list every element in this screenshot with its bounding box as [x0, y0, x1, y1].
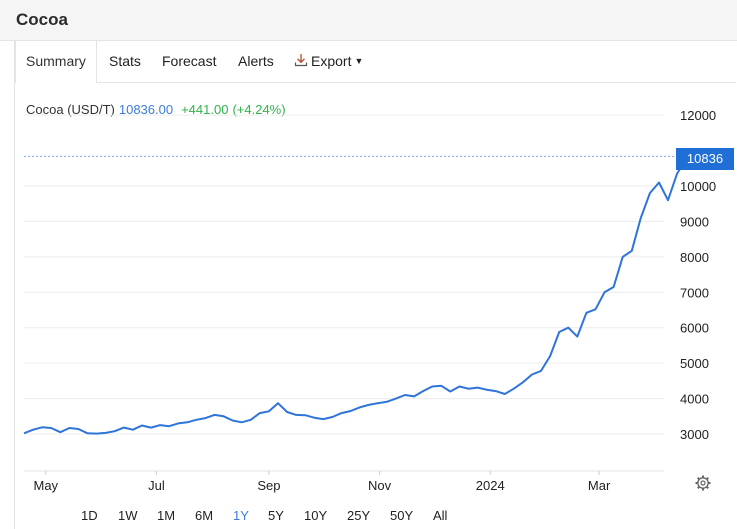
- y-tick-label: 3000: [680, 427, 709, 442]
- last-price: 10836.00: [118, 102, 174, 117]
- title-bar: Cocoa: [0, 0, 737, 41]
- tab-alerts[interactable]: Alerts: [238, 53, 274, 69]
- y-tick-label: 7000: [680, 285, 709, 300]
- range-1w-button[interactable]: 1W: [118, 508, 138, 523]
- chart-grid: [24, 114, 664, 472]
- price-change: +441.00: [181, 102, 229, 117]
- y-tick-label: 4000: [680, 392, 709, 407]
- tab-stats[interactable]: Stats: [109, 53, 141, 69]
- y-tick-label: 9000: [680, 214, 709, 229]
- x-tick-label: Nov: [368, 478, 392, 493]
- tab-forecast[interactable]: Forecast: [162, 53, 217, 69]
- x-tick-label: Mar: [588, 478, 611, 493]
- y-tick-label: 6000: [680, 321, 709, 336]
- page-title: Cocoa: [16, 10, 68, 29]
- range-selector: 1D 1W 1M 6M 1Y 5Y 10Y 25Y 50Y All: [0, 500, 737, 529]
- last-price-badge: 10836: [676, 148, 734, 170]
- caret-down-icon: ▼: [354, 56, 364, 66]
- range-1m-button[interactable]: 1M: [157, 508, 176, 523]
- price-change-percent: (+4.24%): [232, 102, 286, 117]
- range-6m-button[interactable]: 6M: [195, 508, 214, 523]
- x-axis: May Jul Sep Nov 2024 Mar: [33, 471, 611, 493]
- range-1d-button[interactable]: 1D: [81, 508, 98, 523]
- tab-export[interactable]: Export ▼: [294, 41, 363, 82]
- export-label: Export: [311, 53, 352, 69]
- x-tick-label: 2024: [476, 478, 505, 493]
- y-axis: 3000 4000 5000 6000 7000 8000 9000 10000 12000: [680, 108, 716, 442]
- y-tick-label: 12000: [680, 108, 716, 123]
- y-tick-label: 5000: [680, 356, 709, 371]
- y-tick-label: 8000: [680, 250, 709, 265]
- gear-icon[interactable]: [694, 474, 712, 492]
- tab-summary[interactable]: Summary: [15, 41, 97, 83]
- series-line: [23, 155, 689, 435]
- download-icon: [294, 42, 308, 82]
- range-50y-button[interactable]: 50Y: [390, 508, 414, 523]
- y-tick-label: 10000: [680, 179, 716, 194]
- range-25y-button[interactable]: 25Y: [347, 508, 371, 523]
- tab-bar: Summary Stats Forecast Alerts Export ▼: [15, 41, 736, 83]
- instrument-name: Cocoa (USD/T): [26, 102, 115, 117]
- chart-panel: [14, 41, 737, 529]
- x-tick-label: May: [33, 478, 58, 493]
- range-1y-button[interactable]: 1Y: [233, 508, 249, 523]
- x-tick-label: Sep: [257, 478, 280, 493]
- quote-header: Cocoa (USD/T) 10836.00 +441.00 (+4.24%): [26, 102, 286, 117]
- x-tick-label: Jul: [148, 478, 165, 493]
- range-5y-button[interactable]: 5Y: [268, 508, 284, 523]
- range-all-button[interactable]: All: [433, 508, 448, 523]
- range-10y-button[interactable]: 10Y: [304, 508, 328, 523]
